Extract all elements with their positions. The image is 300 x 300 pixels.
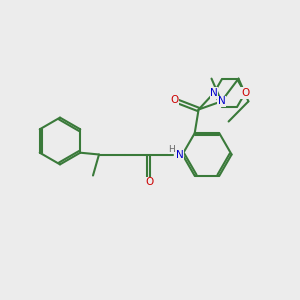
Text: O: O <box>170 95 179 105</box>
Text: O: O <box>145 177 153 187</box>
Text: N: N <box>176 149 184 160</box>
Text: N: N <box>210 88 218 98</box>
Text: N: N <box>218 96 225 106</box>
Text: H: H <box>169 145 175 154</box>
Text: O: O <box>241 88 249 98</box>
